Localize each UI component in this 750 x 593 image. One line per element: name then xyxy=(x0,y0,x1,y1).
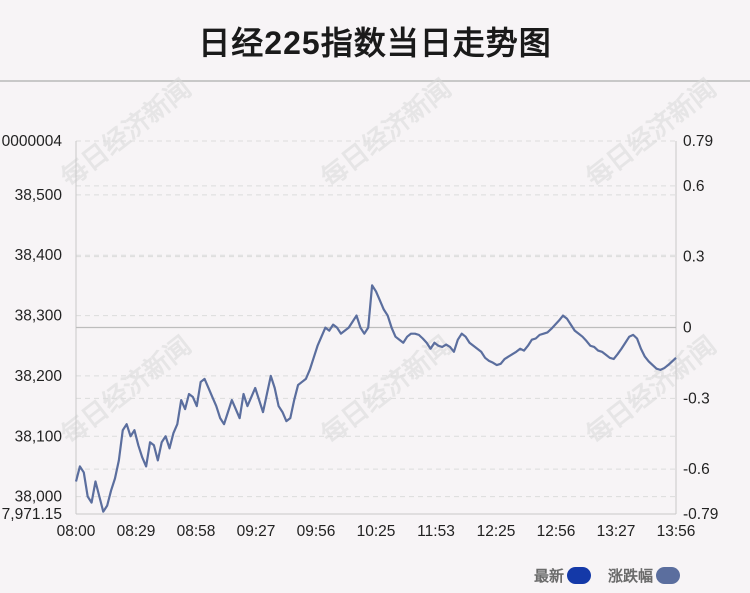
x-tick-label: 13:56 xyxy=(657,523,696,540)
y-right-tick-label: -0.79 xyxy=(683,506,718,523)
chart-title: 日经225指数当日走势图 xyxy=(198,25,552,61)
y-right-tick-label: 0 xyxy=(683,320,692,337)
x-tick-labels: 08:00 08:29 08:58 09:27 09:56 10:25 11:53 12:25… xyxy=(57,523,696,540)
gridlines xyxy=(76,140,676,515)
legend-swatch-change xyxy=(656,566,681,584)
x-tick-label: 13:27 xyxy=(597,523,636,540)
x-tick-label: 09:27 xyxy=(237,523,276,540)
y-right-tick-label: 0.79 xyxy=(683,133,713,150)
y-left-tick-label: 38,400 xyxy=(15,247,63,264)
x-tick-label: 08:00 xyxy=(57,523,96,540)
x-tick-label: 12:56 xyxy=(537,523,576,540)
y-right-tick-label: 0.3 xyxy=(683,249,705,266)
y-left-tick-labels: 38,000 38,100 38,200 38,300 38,400 38,500 0000… xyxy=(2,133,63,523)
title-divider xyxy=(0,80,750,82)
y-right-tick-label: -0.6 xyxy=(683,461,710,478)
x-tick-label: 11:53 xyxy=(417,523,455,540)
y-left-tick-label: 38,200 xyxy=(15,368,63,385)
y-left-tick-label: 38,300 xyxy=(15,308,63,325)
x-tick-label: 12:25 xyxy=(477,523,516,540)
legend-label-change: 涨跌幅 xyxy=(608,567,654,585)
watermark-text: 每日经济新闻 xyxy=(315,330,456,450)
x-tick-label: 08:58 xyxy=(177,523,216,540)
y-left-tick-label: 38,000 xyxy=(15,489,63,506)
legend-swatch-latest xyxy=(567,566,592,584)
y-left-top-label: 0000004 xyxy=(2,133,63,150)
y-right-tick-labels: 0.79 0.6 0.3 0 -0.3 -0.6 -0.79 xyxy=(683,133,718,523)
x-tick-label: 08:29 xyxy=(117,523,156,540)
y-left-tick-label: 38,100 xyxy=(15,428,63,445)
x-tick-label: 10:25 xyxy=(357,523,396,540)
y-left-bottom-label: 7,971.15 xyxy=(2,506,62,523)
legend-label-latest: 最新 xyxy=(534,567,565,585)
y-left-tick-label: 38,500 xyxy=(15,187,63,204)
legend-change[interactable]: 涨跌幅 xyxy=(608,563,681,587)
watermark-text: 每日经济新闻 xyxy=(315,73,456,193)
series-line-latest xyxy=(74,284,677,513)
x-tick-label: 09:56 xyxy=(297,523,336,540)
y-right-tick-label: 0.6 xyxy=(683,178,705,195)
y-right-tick-label: -0.3 xyxy=(683,390,710,407)
legend-latest[interactable]: 最新 xyxy=(534,563,592,587)
